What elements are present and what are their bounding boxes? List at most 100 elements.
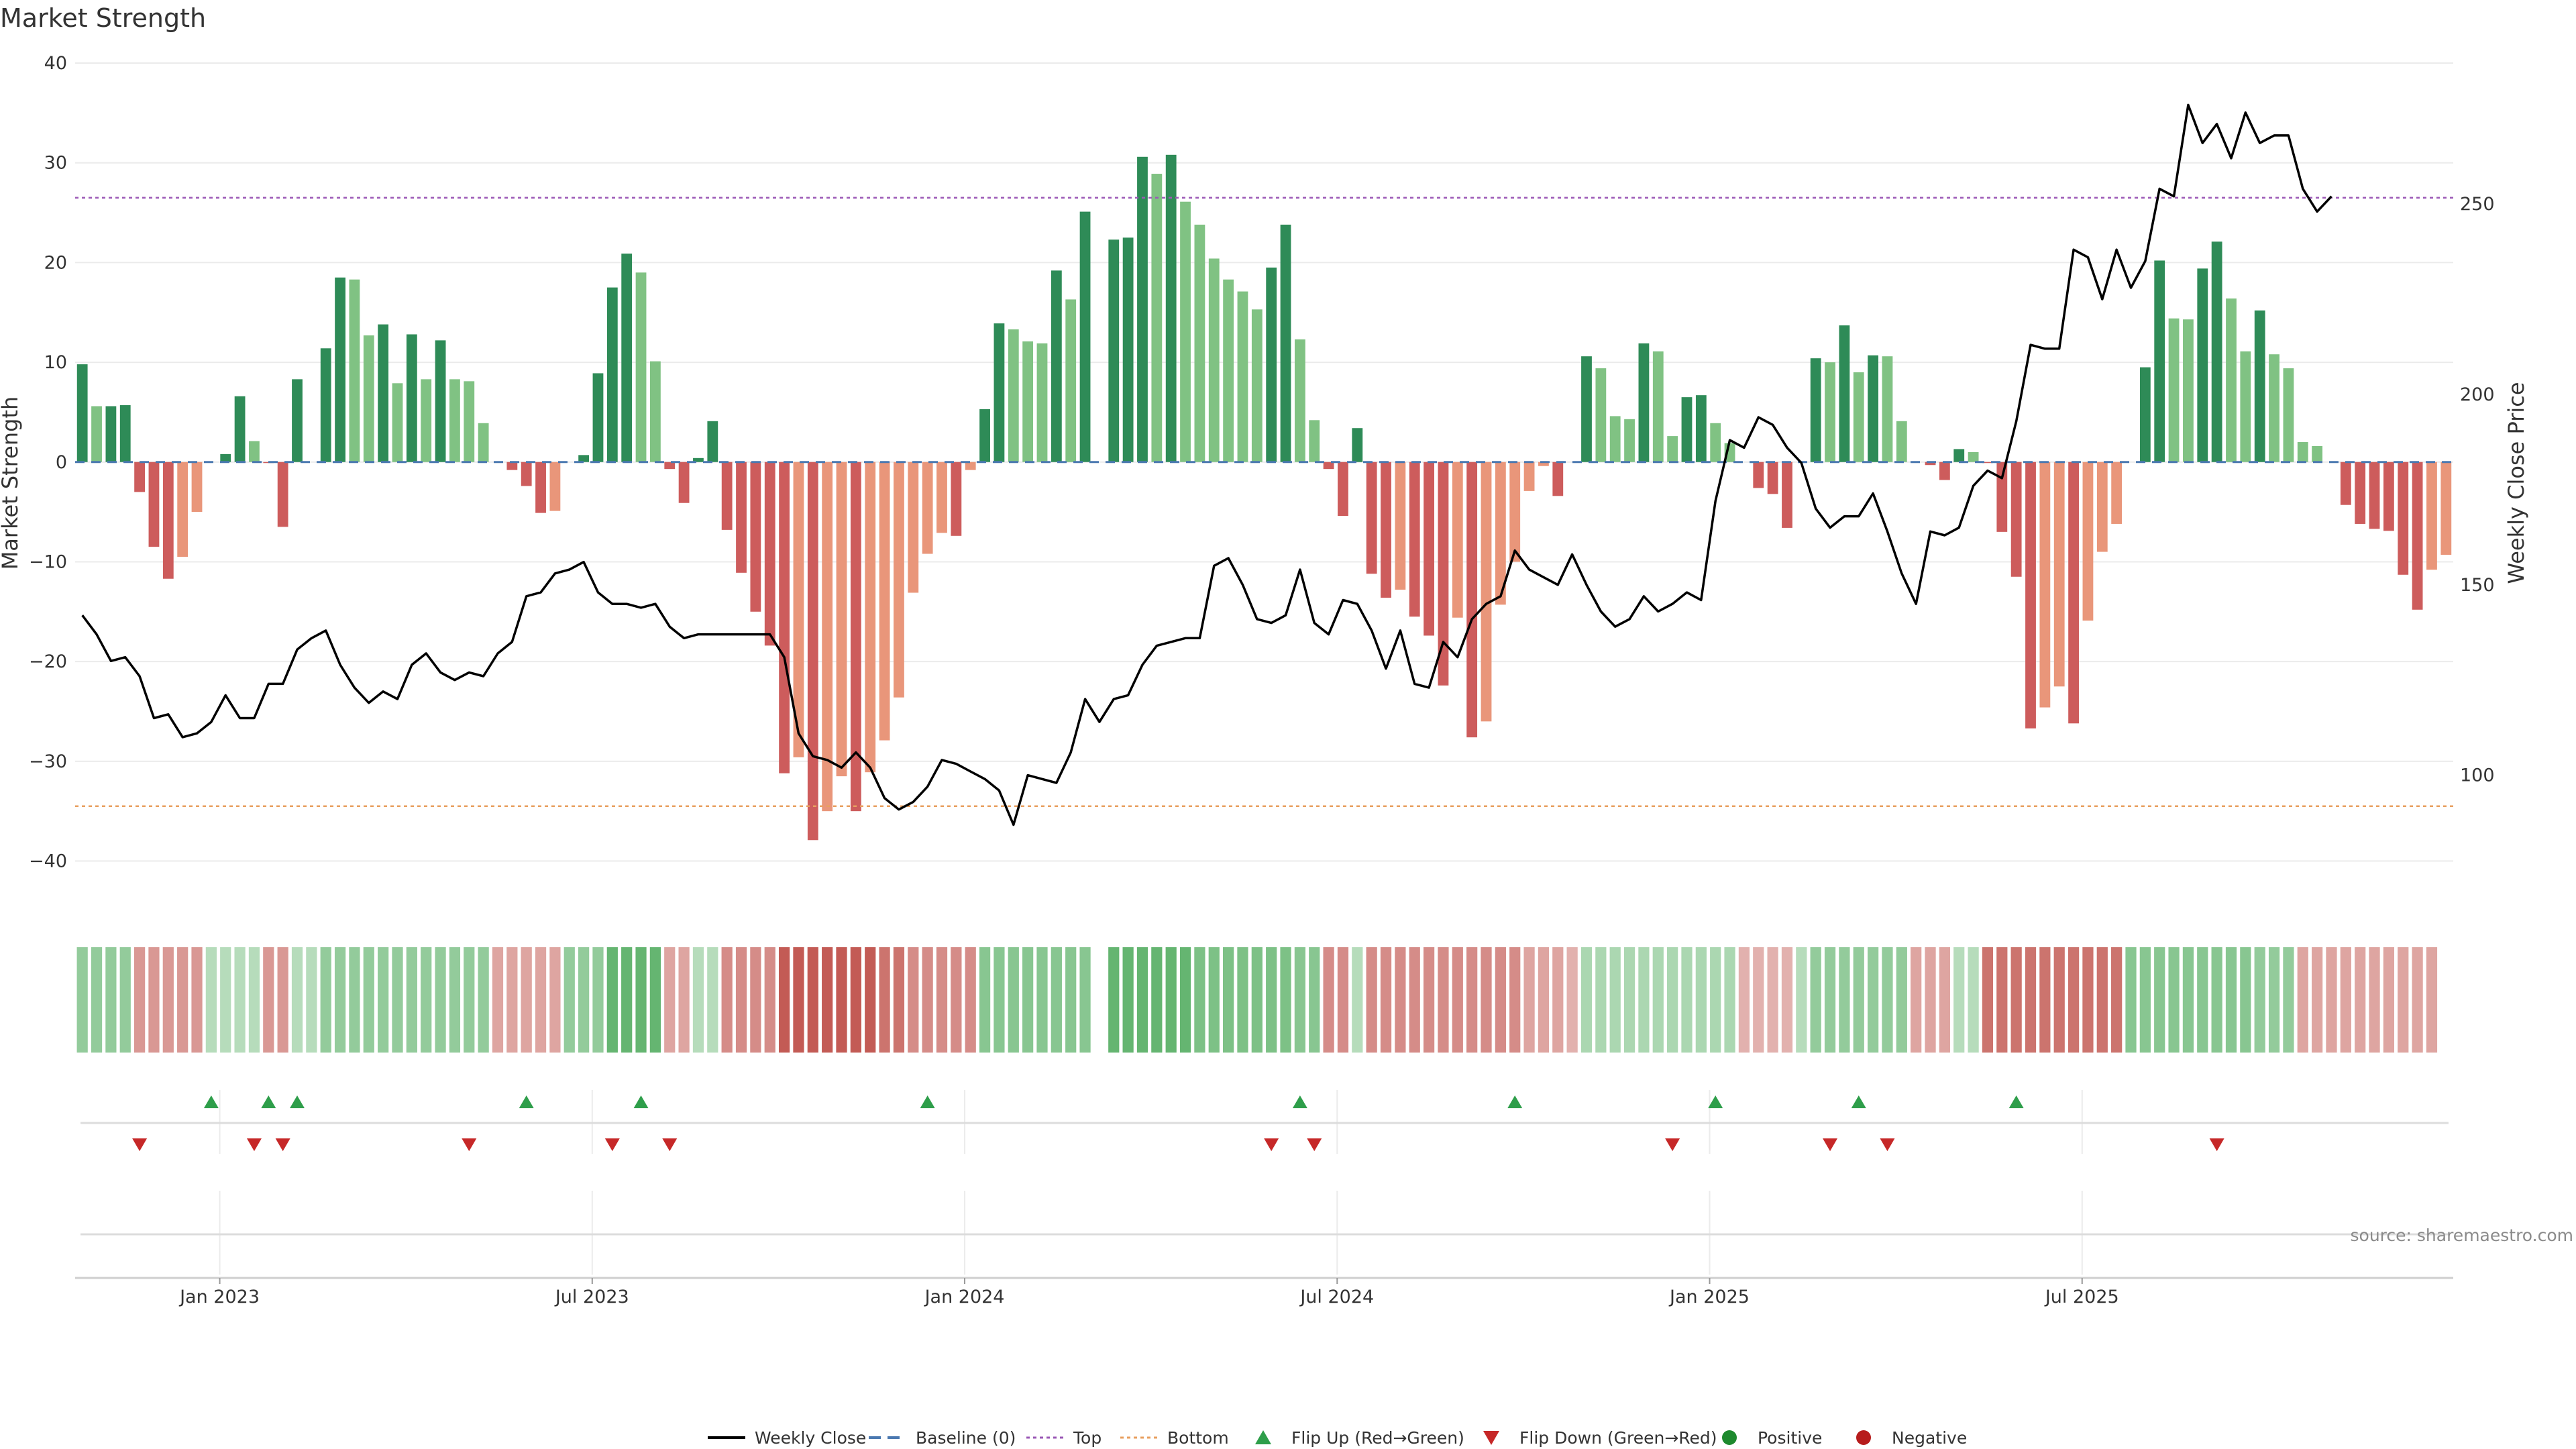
strength-bar xyxy=(435,340,446,462)
y-tick-label: −30 xyxy=(29,751,67,772)
strength-bar xyxy=(1424,462,1434,636)
strength-bar xyxy=(292,379,303,462)
strip-cell xyxy=(234,947,246,1053)
strip-cell xyxy=(2182,947,2194,1053)
flip-down-marker xyxy=(246,1138,262,1151)
strength-bar xyxy=(1065,299,1077,462)
strip-cell xyxy=(1953,947,1965,1053)
strength-bar xyxy=(764,462,775,646)
strength-bar xyxy=(91,406,102,462)
strength-bar xyxy=(1825,362,1835,462)
strip-cell xyxy=(2355,947,2366,1053)
strip-cell xyxy=(1882,947,1893,1053)
strip-cell xyxy=(2082,947,2094,1053)
strength-bar xyxy=(2269,354,2279,462)
strength-bar xyxy=(1839,325,1850,462)
strip-cell xyxy=(549,947,561,1053)
strength-bar xyxy=(2312,445,2323,462)
strength-bar xyxy=(1280,224,1291,462)
strength-bar xyxy=(836,462,847,777)
strip-cell xyxy=(1623,947,1635,1053)
legend-label: Negative xyxy=(1892,1428,1967,1448)
legend-label: Baseline (0) xyxy=(916,1428,1016,1448)
strength-bar xyxy=(2068,462,2079,724)
strength-bar xyxy=(1767,462,1778,494)
strength-bar xyxy=(1108,239,1120,462)
strength-bar xyxy=(549,462,561,511)
strength-bar xyxy=(2082,462,2094,621)
strip-cell xyxy=(2154,947,2165,1053)
y-tick-label: 20 xyxy=(44,252,67,273)
strength-bar xyxy=(2168,318,2180,462)
strength-bar xyxy=(2426,462,2437,570)
strength-bar xyxy=(1008,329,1019,462)
strength-bar xyxy=(1395,462,1406,590)
strength-bar xyxy=(2240,351,2251,462)
strength-bar xyxy=(1122,237,1134,462)
strip-cell xyxy=(91,947,103,1053)
strip-cell xyxy=(162,947,174,1053)
strip-cell xyxy=(378,947,389,1053)
strength-bar xyxy=(1753,462,1764,488)
strip-cell xyxy=(521,947,532,1053)
strength-bar xyxy=(392,383,403,462)
strength-bar xyxy=(1409,462,1420,617)
y2-axis-label: Weekly Close Price xyxy=(2504,382,2529,584)
legend-label: Weekly Close xyxy=(755,1428,866,1448)
strip-cell xyxy=(2268,947,2280,1053)
strength-bar xyxy=(965,462,976,470)
strip-cell xyxy=(2240,947,2251,1053)
strip-cell xyxy=(535,947,547,1053)
strip-cell xyxy=(1194,947,1205,1053)
strength-bar xyxy=(1208,258,1220,462)
strip-cell xyxy=(621,947,633,1053)
strength-bar xyxy=(1782,462,1792,528)
strength-bar xyxy=(1882,356,1893,462)
strength-bar xyxy=(664,462,676,470)
flip-down-marker xyxy=(1264,1138,1279,1151)
strip-cell xyxy=(148,947,160,1053)
strength-bar xyxy=(1137,156,1148,462)
strength-bar xyxy=(793,462,804,757)
strength-bar xyxy=(406,334,417,462)
y-tick-label: −10 xyxy=(29,551,67,572)
flip-up-marker xyxy=(261,1095,276,1108)
strip-cell xyxy=(1681,947,1693,1053)
strength-bar xyxy=(449,379,460,462)
strip-cell xyxy=(2398,947,2409,1053)
strength-bar xyxy=(1896,421,1907,462)
flip-down-marker xyxy=(1307,1138,1322,1151)
x-tick-label: Jan 2024 xyxy=(924,1287,1005,1307)
strength-bar xyxy=(2096,462,2108,552)
strip-cell xyxy=(464,947,475,1053)
strength-bar xyxy=(879,462,890,741)
strip-cell xyxy=(2039,947,2051,1053)
strength-bar xyxy=(2254,310,2265,462)
strip-cell xyxy=(1566,947,1578,1053)
strip-cell xyxy=(1609,947,1621,1053)
strip-cell xyxy=(2096,947,2108,1053)
strip-cell xyxy=(994,947,1005,1053)
strip-cell xyxy=(1695,947,1707,1053)
strength-bar xyxy=(1022,341,1034,462)
strength-bar xyxy=(1180,201,1191,462)
strip-cell xyxy=(1079,947,1091,1053)
strip-cell xyxy=(1294,947,1306,1053)
strip-cell xyxy=(1309,947,1320,1053)
strip-cell xyxy=(1896,947,1907,1053)
legend-label: Top xyxy=(1073,1428,1102,1448)
y-tick-label: −40 xyxy=(29,851,67,872)
strength-bar xyxy=(2340,462,2351,505)
flip-up-marker xyxy=(1292,1095,1307,1108)
strength-bar xyxy=(2369,462,2380,529)
strip-cell xyxy=(349,947,360,1053)
strip-cell xyxy=(1753,947,1764,1053)
strength-bar xyxy=(378,324,389,462)
y2-tick-label: 150 xyxy=(2460,575,2495,596)
strength-bar xyxy=(249,441,260,462)
flip-up-marker xyxy=(920,1095,935,1108)
strip-cell xyxy=(1395,947,1406,1053)
strip-cell xyxy=(793,947,804,1053)
strength-bar xyxy=(1710,423,1721,462)
strength-bar xyxy=(134,462,146,492)
